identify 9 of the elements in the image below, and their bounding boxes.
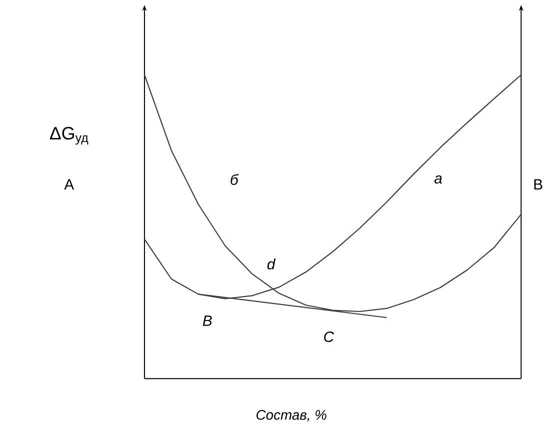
annotation: а (434, 175, 442, 184)
annotation: d (267, 258, 276, 270)
text: A (64, 178, 74, 190)
text: B (534, 178, 542, 190)
annotation: б (230, 174, 239, 185)
annotation: В (202, 315, 212, 326)
y-axis-title: ΔG$_{уд}$ (50, 126, 88, 144)
x-axis-title: Состав, % (256, 410, 326, 422)
annotation: С (324, 331, 334, 342)
